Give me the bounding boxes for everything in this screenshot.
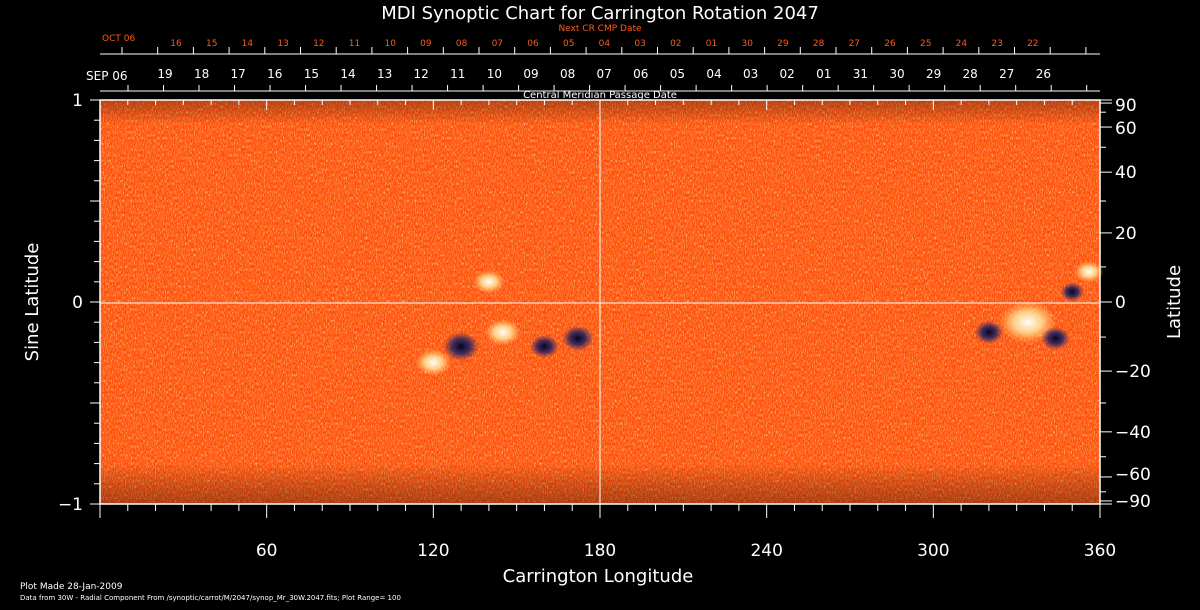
cmp-date-label: 08 bbox=[560, 67, 575, 81]
next-cr-date-label: 15 bbox=[206, 39, 217, 49]
cmp-date-label: 01 bbox=[816, 67, 831, 81]
negative-polarity-region bbox=[1041, 326, 1070, 350]
cmp-start-month: SEP 06 bbox=[86, 69, 128, 83]
y-left-tick-label: 1 bbox=[72, 91, 83, 111]
cmp-date-label: 11 bbox=[450, 67, 465, 81]
x-tick-label: 300 bbox=[917, 541, 949, 561]
cmp-date-label: 02 bbox=[780, 67, 795, 81]
next-cr-date-label: 24 bbox=[956, 39, 968, 49]
next-cr-date-label: 05 bbox=[563, 39, 574, 49]
y-right-tick-label: 90 bbox=[1115, 96, 1137, 116]
negative-polarity-region bbox=[530, 334, 559, 359]
cmp-date-label: 05 bbox=[670, 67, 685, 81]
y-left-tick-label: −1 bbox=[58, 495, 83, 515]
next-cr-date-label: 16 bbox=[170, 39, 182, 49]
negative-polarity-region bbox=[974, 320, 1004, 344]
cmp-date-label: 19 bbox=[157, 67, 172, 81]
next-cr-axis-label: Next CR CMP Date bbox=[558, 24, 642, 34]
positive-polarity-region bbox=[473, 270, 505, 294]
y-right-tick-label: 20 bbox=[1115, 224, 1137, 244]
footer-data-source: Data from 30W - Radial Component From /s… bbox=[20, 594, 401, 602]
y-right-axis-label: Latitude bbox=[1164, 265, 1185, 339]
cmp-date-label: 10 bbox=[487, 67, 502, 81]
cmp-date-label: 16 bbox=[267, 67, 282, 81]
y-left-tick-label: 0 bbox=[72, 293, 83, 313]
cmp-date-label: 30 bbox=[889, 67, 904, 81]
active-regions bbox=[415, 260, 1104, 376]
x-tick-label: 60 bbox=[256, 541, 278, 561]
positive-polarity-region bbox=[998, 301, 1057, 344]
y-right-tick-label: −20 bbox=[1115, 362, 1151, 382]
next-cr-date-label: 01 bbox=[706, 39, 717, 49]
next-cr-date-label: 27 bbox=[849, 39, 860, 49]
cmp-date-label: 03 bbox=[743, 67, 758, 81]
next-cr-date-label: 02 bbox=[670, 39, 681, 49]
y-right-axis-ticks: 90 60 40 20 0 −20 −40 −60 −90 bbox=[1100, 96, 1151, 512]
cmp-date-label: 31 bbox=[853, 67, 868, 81]
positive-polarity-region bbox=[484, 319, 521, 346]
negative-polarity-region bbox=[443, 332, 480, 361]
next-cr-date-label: 07 bbox=[492, 39, 503, 49]
cmp-date-label: 28 bbox=[963, 67, 978, 81]
cmp-date-label: 18 bbox=[194, 67, 209, 81]
next-cr-date-label: 04 bbox=[599, 39, 611, 49]
cmp-date-label: 27 bbox=[999, 67, 1014, 81]
negative-polarity-region bbox=[1060, 282, 1084, 302]
next-cr-date-label: 06 bbox=[527, 39, 539, 49]
y-left-axis-ticks: 1 0 −1 bbox=[58, 91, 100, 515]
next-cr-date-label: 09 bbox=[420, 39, 432, 49]
next-cr-date-label: 10 bbox=[384, 39, 396, 49]
y-right-tick-label: −90 bbox=[1115, 492, 1151, 512]
cmp-date-label: 12 bbox=[414, 67, 429, 81]
next-cr-date-label: 29 bbox=[777, 39, 789, 49]
positive-polarity-region bbox=[1074, 260, 1104, 283]
next-cr-start-month: OCT 06 bbox=[102, 34, 135, 44]
y-right-tick-label: 40 bbox=[1115, 163, 1137, 183]
footer-plot-made: Plot Made 28-Jan-2009 bbox=[20, 582, 123, 592]
next-cr-date-label: 14 bbox=[242, 39, 254, 49]
negative-polarity-region bbox=[561, 325, 594, 352]
x-axis-ticks: 60 120 180 240 300 360 bbox=[99, 100, 1116, 561]
cmp-date-label: 06 bbox=[633, 67, 648, 81]
y-right-tick-label: 60 bbox=[1115, 119, 1137, 139]
next-cr-date-label: 22 bbox=[1027, 39, 1038, 49]
next-cr-date-label: 11 bbox=[349, 39, 360, 49]
positive-polarity-region bbox=[415, 349, 452, 376]
x-tick-label: 120 bbox=[417, 541, 449, 561]
next-cr-date-ticks: 16 15 14 13 12 11 10 09 08 07 06 05 04 03 02 01 30 29 28 27… bbox=[121, 39, 1087, 54]
x-tick-label: 240 bbox=[750, 541, 782, 561]
cmp-axis-label: Central Meridian Passage Date bbox=[523, 90, 677, 101]
cmp-date-label: 26 bbox=[1036, 67, 1051, 81]
cmp-date-label: 15 bbox=[304, 67, 319, 81]
cmp-date-label: 04 bbox=[706, 67, 721, 81]
next-cr-date-label: 13 bbox=[277, 39, 288, 49]
cmp-date-label: 29 bbox=[926, 67, 941, 81]
next-cr-date-label: 08 bbox=[456, 39, 468, 49]
x-axis-label: Carrington Longitude bbox=[503, 566, 694, 587]
next-cr-date-label: 26 bbox=[884, 39, 896, 49]
y-right-tick-label: −40 bbox=[1115, 423, 1151, 443]
chart-title: MDI Synoptic Chart for Carrington Rotati… bbox=[381, 3, 819, 24]
next-cr-date-label: 23 bbox=[991, 39, 1002, 49]
next-cr-date-label: 12 bbox=[313, 39, 324, 49]
y-right-tick-label: −60 bbox=[1115, 465, 1151, 485]
next-cr-date-label: 30 bbox=[741, 39, 753, 49]
cmp-date-label: 07 bbox=[597, 67, 612, 81]
cmp-date-ticks: 19 18 17 16 15 14 13 12 11 10 09 08 07 06 05 04 03 02 01 31… bbox=[127, 67, 1088, 91]
next-cr-date-label: 28 bbox=[813, 39, 825, 49]
x-tick-label: 360 bbox=[1084, 541, 1116, 561]
y-right-tick-label: 0 bbox=[1115, 293, 1126, 313]
x-tick-label: 180 bbox=[584, 541, 616, 561]
cmp-date-label: 14 bbox=[340, 67, 355, 81]
cmp-date-label: 13 bbox=[377, 67, 392, 81]
next-cr-date-label: 25 bbox=[920, 39, 931, 49]
next-cr-date-label: 03 bbox=[634, 39, 645, 49]
cmp-date-label: 17 bbox=[231, 67, 246, 81]
cmp-date-label: 09 bbox=[523, 67, 538, 81]
y-left-axis-label: Sine Latitude bbox=[22, 243, 43, 362]
